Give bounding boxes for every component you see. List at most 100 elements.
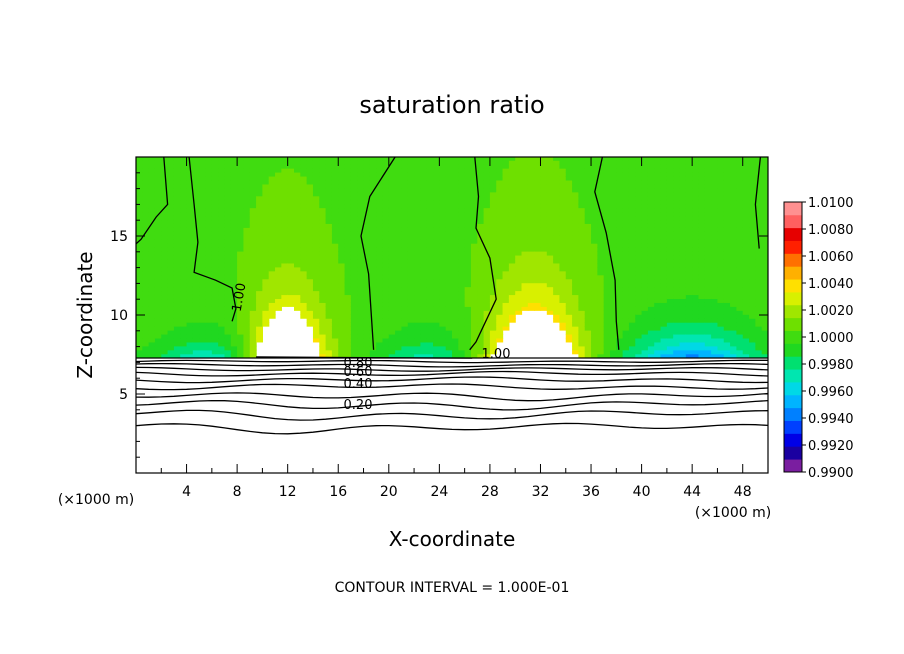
heatmap-cell	[470, 219, 478, 224]
heatmap-cell	[186, 298, 194, 303]
heatmap-cell	[730, 345, 737, 351]
heatmap-cell	[616, 239, 624, 244]
heatmap-cell	[654, 172, 662, 177]
heatmap-cell	[483, 191, 491, 197]
heatmap-cell	[679, 187, 687, 193]
heatmap-cell	[256, 235, 263, 240]
heatmap-cell	[142, 310, 150, 315]
heatmap-cell	[603, 254, 611, 260]
heatmap-cell	[603, 258, 611, 264]
heatmap-cell	[483, 333, 491, 339]
heatmap-cell	[218, 341, 226, 347]
heatmap-cell	[730, 294, 737, 300]
heatmap-cell	[717, 191, 725, 197]
heatmap-cell	[218, 262, 226, 268]
heatmap-cell	[395, 333, 403, 339]
heatmap-cell	[635, 330, 643, 335]
heatmap-cell	[477, 187, 485, 193]
heatmap-cell	[237, 187, 245, 193]
heatmap-cell	[641, 345, 649, 351]
heatmap-cell	[749, 314, 756, 319]
heatmap-cell	[477, 172, 485, 177]
heatmap-cell	[565, 326, 573, 331]
heatmap-cell	[616, 318, 624, 323]
heatmap-cell	[723, 251, 731, 256]
heatmap-cell	[685, 231, 693, 236]
heatmap-cell	[256, 282, 263, 288]
heatmap-cell	[154, 191, 162, 197]
heatmap-cell	[717, 333, 725, 339]
heatmap-cell	[142, 266, 150, 272]
heatmap-cell	[224, 266, 232, 272]
heatmap-cell	[230, 160, 238, 165]
heatmap-cell	[515, 290, 523, 296]
heatmap-cell	[161, 298, 169, 303]
heatmap-cell	[294, 164, 301, 169]
heatmap-cell	[635, 207, 643, 213]
heatmap-cell	[382, 164, 390, 169]
heatmap-cell	[382, 345, 390, 351]
heatmap-cell	[692, 286, 700, 292]
heatmap-cell	[445, 314, 453, 319]
heatmap-cell	[635, 199, 643, 205]
heatmap-cell	[458, 215, 466, 221]
heatmap-cell	[161, 195, 169, 201]
heatmap-cell	[704, 302, 712, 307]
heatmap-cell	[470, 266, 478, 272]
heatmap-cell	[401, 286, 409, 292]
heatmap-cell	[154, 306, 162, 311]
heatmap-cell	[268, 262, 276, 268]
heatmap-cell	[161, 179, 169, 185]
heatmap-cell	[477, 326, 485, 331]
heatmap-cell	[647, 227, 655, 232]
heatmap-cell	[730, 322, 737, 327]
heatmap-cell	[546, 286, 554, 292]
heatmap-cell	[350, 251, 358, 256]
heatmap-cell	[382, 243, 390, 248]
heatmap-cell	[388, 333, 396, 339]
heatmap-cell	[647, 199, 655, 205]
heatmap-cell	[572, 318, 579, 323]
heatmap-cell	[527, 302, 535, 307]
heatmap-cell	[515, 302, 523, 307]
heatmap-cell	[635, 231, 643, 236]
heatmap-cell	[610, 164, 617, 169]
heatmap-cell	[527, 179, 535, 185]
heatmap-cell	[565, 318, 573, 323]
heatmap-cell	[439, 318, 447, 323]
heatmap-cell	[761, 203, 768, 209]
heatmap-cell	[192, 239, 200, 244]
heatmap-cell	[553, 203, 561, 209]
heatmap-cell	[546, 223, 554, 228]
heatmap-cell	[161, 337, 169, 343]
heatmap-cell	[357, 274, 365, 280]
heatmap-cell	[736, 211, 744, 217]
heatmap-cell	[376, 294, 384, 300]
heatmap-cell	[559, 183, 567, 189]
heatmap-cell	[420, 341, 428, 347]
heatmap-cell	[736, 175, 744, 181]
heatmap-cell	[477, 175, 485, 181]
heatmap-cell	[433, 353, 440, 359]
heatmap-cell	[388, 298, 396, 303]
heatmap-cell	[338, 258, 346, 264]
heatmap-cell	[464, 191, 472, 197]
heatmap-cell	[243, 310, 251, 315]
heatmap-cell	[154, 274, 162, 280]
heatmap-cell	[357, 345, 365, 351]
heatmap-cell	[723, 270, 731, 276]
heatmap-cell	[483, 172, 491, 177]
heatmap-cell	[717, 172, 725, 177]
heatmap-cell	[692, 330, 700, 335]
heatmap-cell	[325, 183, 333, 189]
heatmap-cell	[761, 258, 768, 264]
heatmap-cell	[679, 207, 687, 213]
heatmap-cell	[565, 274, 573, 280]
heatmap-cell	[167, 157, 175, 161]
heatmap-cell	[666, 318, 674, 323]
heatmap-cell	[666, 290, 674, 296]
heatmap-cell	[382, 219, 390, 224]
heatmap-cell	[426, 353, 434, 359]
heatmap-cell	[534, 243, 542, 248]
heatmap-cell	[426, 227, 434, 232]
